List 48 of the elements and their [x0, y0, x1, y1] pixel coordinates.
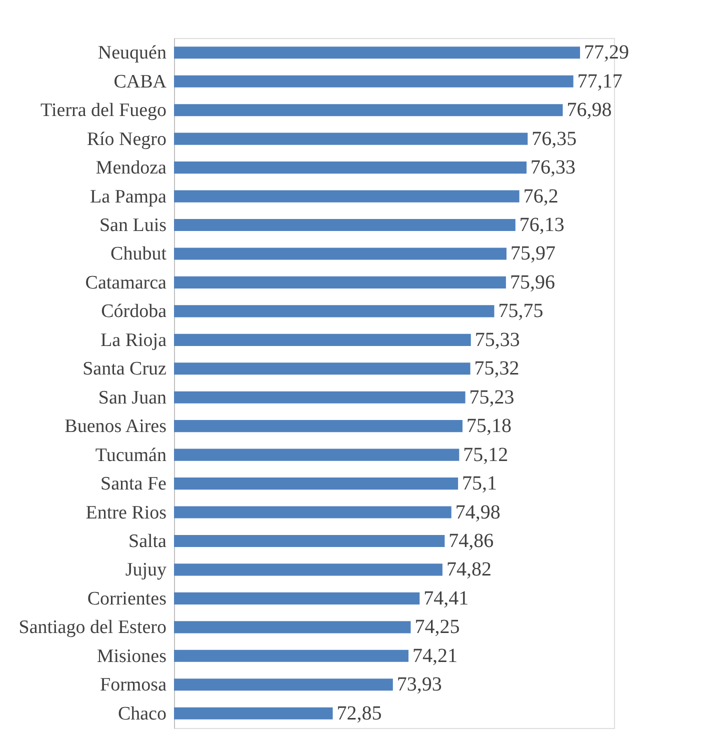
- y-tick-label: Misiones: [96, 646, 166, 667]
- y-tick-label: Jujuy: [125, 560, 167, 581]
- data-label: 76,98: [566, 99, 612, 122]
- y-tick-label: La Pampa: [90, 186, 168, 208]
- data-label: 77,29: [584, 42, 630, 64]
- y-tick-label: Catamarca: [85, 272, 168, 294]
- data-label: 76,13: [519, 214, 564, 236]
- data-label: 74,82: [446, 558, 492, 581]
- y-tick-label: Formosa: [100, 674, 168, 696]
- data-label: 75,18: [466, 415, 512, 438]
- data-label: 75,96: [510, 271, 555, 294]
- y-tick-label: Chubut: [110, 244, 168, 265]
- y-tick-label: Mendoza: [96, 158, 168, 179]
- data-label: 75,1: [462, 472, 498, 495]
- y-tick-label: Tucumán: [95, 444, 167, 466]
- y-tick-label: Buenos Aires: [64, 416, 166, 438]
- y-tick-label: Santa Fe: [100, 474, 166, 495]
- data-label: 72,85: [336, 702, 382, 724]
- y-tick-label: Salta: [128, 530, 168, 552]
- data-label: 75,33: [474, 328, 520, 351]
- data-label: 76,33: [530, 156, 576, 179]
- y-tick-label: Córdoba: [101, 301, 168, 322]
- data-label: 76,2: [523, 185, 558, 208]
- y-tick-label: La Rioja: [100, 330, 168, 351]
- data-label: 75,97: [510, 242, 556, 265]
- data-label: 75,12: [463, 444, 508, 466]
- y-tick-label: San Juan: [98, 387, 167, 408]
- data-label: 74,21: [412, 644, 458, 667]
- data-label: 73,93: [396, 674, 442, 696]
- y-tick-label: Río Negro: [86, 128, 166, 150]
- y-tick-label: Chaco: [118, 703, 166, 724]
- y-tick-label: San Luis: [99, 215, 166, 236]
- y-tick-label: Entre Rios: [86, 502, 166, 524]
- data-label: 75,32: [474, 358, 520, 380]
- y-tick-label: Corrientes: [87, 588, 166, 610]
- data-label: 74,98: [455, 501, 500, 524]
- data-label: 77,17: [577, 70, 622, 92]
- data-label: 74,25: [414, 616, 460, 638]
- y-tick-label: Tierra del Fuego: [40, 100, 166, 122]
- y-tick-label: CABA: [114, 71, 167, 92]
- data-label: 74,41: [424, 587, 469, 610]
- y-tick-label: Neuquén: [98, 42, 167, 64]
- data-label: 76,35: [532, 128, 577, 150]
- data-label: 75,75: [498, 300, 544, 322]
- data-label: 75,23: [469, 386, 514, 408]
- data-label: 74,86: [448, 530, 494, 552]
- y-tick-label: Santa Cruz: [82, 358, 166, 380]
- y-tick-label: Santiago del Estero: [18, 617, 166, 638]
